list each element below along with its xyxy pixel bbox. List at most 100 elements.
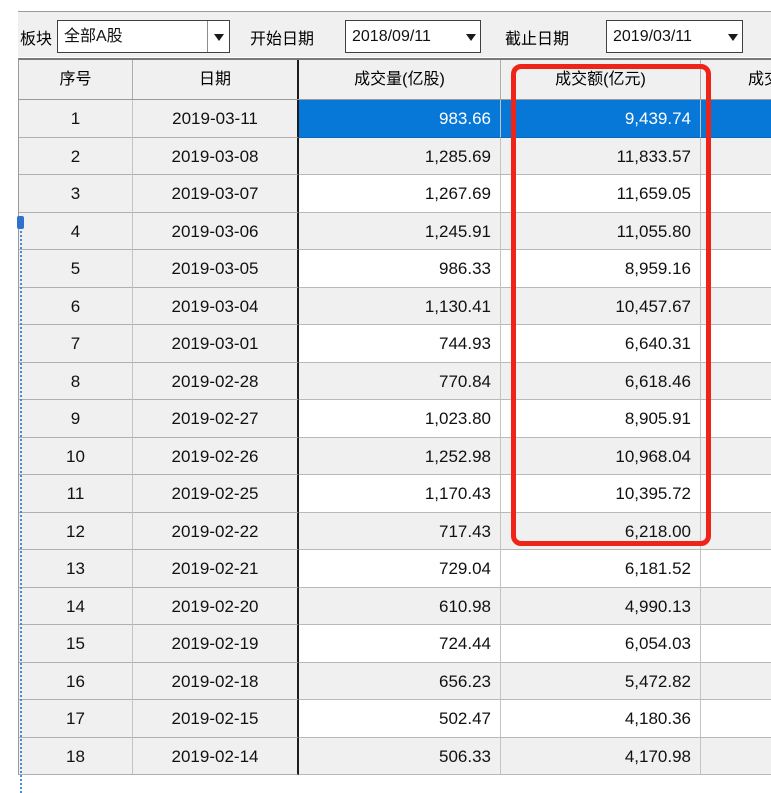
- seq-cell: 15: [19, 625, 133, 663]
- amount-cell: 11,055.80: [501, 212, 701, 250]
- extra-cell: [701, 737, 771, 775]
- volume-cell: 729.04: [299, 550, 501, 588]
- start-date-value: 2018/09/11: [352, 28, 431, 45]
- amount-cell: 6,640.31: [501, 325, 701, 363]
- column-header-date[interactable]: 日期: [133, 60, 299, 99]
- extra-cell: [701, 287, 771, 325]
- extra-cell: [701, 587, 771, 625]
- seq-cell: 13: [19, 550, 133, 588]
- volume-cell: 986.33: [299, 250, 501, 288]
- data-table: 序号 日期 成交量(亿股) 成交额(亿元) 成交 12019-03-11983.…: [18, 58, 771, 775]
- date-cell: 2019-03-05: [133, 250, 299, 288]
- extra-cell: [701, 212, 771, 250]
- volume-cell: 1,285.69: [299, 137, 501, 175]
- seq-cell: 3: [19, 175, 133, 213]
- column-header-seq[interactable]: 序号: [19, 60, 133, 99]
- amount-cell: 10,395.72: [501, 475, 701, 513]
- sector-dropdown-button[interactable]: [207, 21, 229, 52]
- amount-cell: 10,968.04: [501, 437, 701, 475]
- amount-cell: 8,959.16: [501, 250, 701, 288]
- volume-cell: 1,023.80: [299, 400, 501, 438]
- seq-cell: 8: [19, 362, 133, 400]
- volume-cell: 1,170.43: [299, 475, 501, 513]
- volume-cell: 744.93: [299, 325, 501, 363]
- extra-cell: [701, 250, 771, 288]
- date-cell: 2019-02-21: [133, 550, 299, 588]
- extra-cell: [701, 700, 771, 738]
- table-row[interactable]: 2 2019-03-08 1,285.69 11,833.57: [19, 137, 771, 175]
- start-date-dropdown-button[interactable]: [461, 21, 480, 52]
- table-row[interactable]: 4 2019-03-06 1,245.91 11,055.80: [19, 212, 771, 250]
- table-row[interactable]: 5 2019-03-05 986.33 8,959.16: [19, 250, 771, 288]
- table-row[interactable]: 8 2019-02-28 770.84 6,618.46: [19, 362, 771, 400]
- chevron-down-icon: [213, 33, 224, 46]
- amount-cell: 4,180.36: [501, 700, 701, 738]
- amount-cell: 11,659.05: [501, 175, 701, 213]
- amount-cell: 5,472.82: [501, 662, 701, 700]
- extra-cell: [701, 512, 771, 550]
- extra-cell: [701, 475, 771, 513]
- volume-cell: 656.23: [299, 662, 501, 700]
- table-row[interactable]: 11 2019-02-25 1,170.43 10,395.72: [19, 475, 771, 513]
- date-cell: 2019-02-18: [133, 662, 299, 700]
- volume-cell: 724.44: [299, 625, 501, 663]
- column-header-next-partial[interactable]: 成交: [748, 71, 771, 88]
- sector-label: 板块: [20, 31, 53, 48]
- table-row[interactable]: 12 2019-02-22 717.43 6,218.00: [19, 512, 771, 550]
- table-row[interactable]: 9 2019-02-27 1,023.80 8,905.91: [19, 400, 771, 438]
- date-cell: 2019-02-22: [133, 512, 299, 550]
- amount-cell: 6,181.52: [501, 550, 701, 588]
- table-row[interactable]: 15 2019-02-19 724.44 6,054.03: [19, 625, 771, 663]
- amount-cell: 4,990.13: [501, 587, 701, 625]
- table-row[interactable]: 3 2019-03-07 1,267.69 11,659.05: [19, 175, 771, 213]
- date-cell: 2019-02-25: [133, 475, 299, 513]
- seq-cell: 9: [19, 400, 133, 438]
- extra-cell: [701, 137, 771, 175]
- sector-combobox-value: 全部A股: [64, 28, 123, 45]
- table-row[interactable]: 14 2019-02-20 610.98 4,990.13: [19, 587, 771, 625]
- extra-cell: [701, 175, 771, 213]
- seq-cell: 5: [19, 250, 133, 288]
- table-row[interactable]: 13 2019-02-21 729.04 6,181.52: [19, 550, 771, 588]
- volume-cell: 502.47: [299, 700, 501, 738]
- date-cell: 2019-02-14: [133, 737, 299, 775]
- date-cell: 2019-02-27: [133, 400, 299, 438]
- extra-cell: [701, 400, 771, 438]
- table-row[interactable]: 17 2019-02-15 502.47 4,180.36: [19, 700, 771, 738]
- volume-cell: 610.98: [299, 587, 501, 625]
- amount-cell: 11,833.57: [501, 137, 701, 175]
- amount-cell: 9,439.74: [501, 100, 701, 138]
- seq-cell: 17: [19, 700, 133, 738]
- seq-cell: 14: [19, 587, 133, 625]
- volume-cell: 1,130.41: [299, 287, 501, 325]
- seq-cell: 12: [19, 512, 133, 550]
- chevron-down-icon: [727, 33, 738, 46]
- date-cell: 2019-02-19: [133, 625, 299, 663]
- seq-cell: 10: [19, 437, 133, 475]
- table-row[interactable]: 6 2019-03-04 1,130.41 10,457.67: [19, 287, 771, 325]
- seq-cell: 7: [19, 325, 133, 363]
- volume-cell: 770.84: [299, 362, 501, 400]
- amount-cell: 6,618.46: [501, 362, 701, 400]
- extra-cell: [701, 362, 771, 400]
- table-row[interactable]: 18 2019-02-14 506.33 4,170.98: [19, 737, 771, 775]
- table-row[interactable]: 10 2019-02-26 1,252.98 10,968.04: [19, 437, 771, 475]
- table-row[interactable]: 7 2019-03-01 744.93 6,640.31: [19, 325, 771, 363]
- start-date-combobox[interactable]: 2018/09/11: [345, 20, 481, 53]
- volume-cell: 983.66: [299, 100, 501, 138]
- amount-cell: 8,905.91: [501, 400, 701, 438]
- date-cell: 2019-03-08: [133, 137, 299, 175]
- date-cell: 2019-02-20: [133, 587, 299, 625]
- extra-cell: [701, 325, 771, 363]
- extra-cell: [701, 437, 771, 475]
- volume-cell: 506.33: [299, 737, 501, 775]
- column-header-volume[interactable]: 成交量(亿股): [299, 60, 501, 99]
- table-row[interactable]: 1 2019-03-11 983.66 9,439.74: [19, 100, 771, 138]
- end-date-combobox[interactable]: 2019/03/11: [606, 20, 743, 53]
- toolbar: 板块 全部A股 开始日期 2018/09/11 截止日期 2019/03/11: [18, 11, 771, 57]
- sector-combobox[interactable]: 全部A股: [57, 20, 230, 53]
- seq-cell: 4: [19, 212, 133, 250]
- end-date-dropdown-button[interactable]: [723, 21, 742, 52]
- table-row[interactable]: 16 2019-02-18 656.23 5,472.82: [19, 662, 771, 700]
- column-header-amount[interactable]: 成交额(亿元): [501, 60, 701, 99]
